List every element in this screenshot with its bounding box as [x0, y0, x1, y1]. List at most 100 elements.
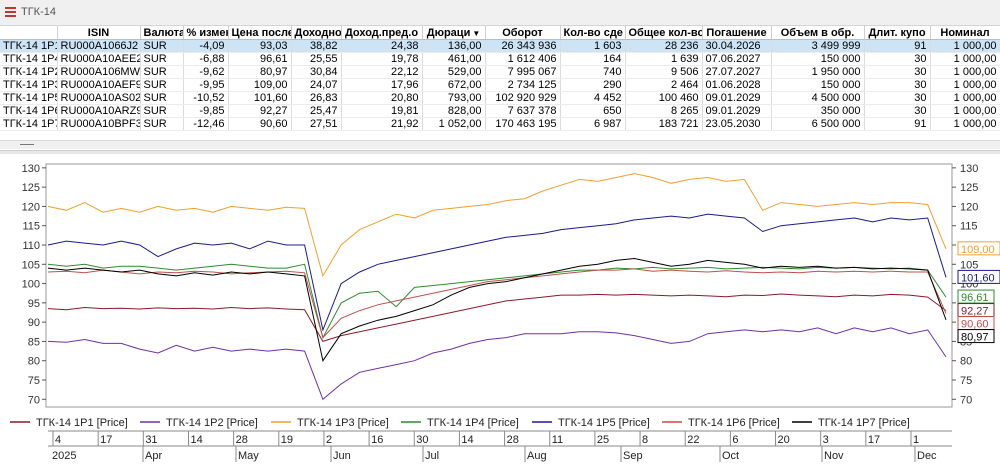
column-header[interactable]: Доходнос [291, 26, 342, 40]
table-row[interactable]: ТГК-14 1P6 RU000A10ARZ9 SUR -9,85 92,27 25,47… [0, 104, 1000, 118]
day-label: 28 [236, 434, 248, 446]
table-cell: 20,80 [341, 91, 423, 105]
legend-item[interactable]: ТГК-14 1P7 [Price] [818, 417, 910, 429]
table-cell: 96,61 [228, 52, 292, 66]
table-cell: -6,88 [183, 52, 229, 66]
column-header-label: Цена после [231, 26, 291, 39]
value-label: 96,61 [961, 292, 989, 304]
table-cell: 24,38 [341, 39, 423, 53]
column-header[interactable]: ISIN [57, 26, 141, 40]
table-cell: 672,00 [422, 78, 486, 92]
table-cell: 27,51 [291, 117, 342, 131]
month-label: Sep [623, 450, 643, 462]
y-axis-left: 70 75 80 85 90 95 100 105 110 115 120 125 130 [22, 163, 46, 406]
table-cell: 136,00 [422, 39, 486, 53]
y-tick-label: 115 [22, 221, 40, 233]
series-line[interactable] [47, 213, 947, 332]
table-cell: -10,52 [183, 91, 229, 105]
y-tick-label: 120 [22, 201, 40, 213]
table-cell: 1 603 [560, 39, 626, 53]
table-cell: 19,81 [341, 104, 423, 118]
table-row[interactable]: ТГК-14 1P3 RU000A10AEF9 SUR -9,95 109,00 24,0… [0, 78, 1000, 92]
pane-splitter[interactable] [0, 150, 1000, 154]
series-line[interactable] [47, 257, 947, 362]
column-header-label: Оборот [502, 26, 543, 39]
table-cell: -9,85 [183, 104, 229, 118]
table-cell: 164 [560, 52, 626, 66]
month-label: Aug [527, 450, 547, 462]
month-label: Nov [824, 450, 844, 462]
table-cell: SUR [140, 117, 184, 131]
column-header-label: Доходнос [294, 26, 341, 39]
table-cell: 09.01.2029 [702, 104, 772, 118]
y-tick-label: 115 [960, 221, 978, 233]
day-label: 16 [371, 434, 383, 446]
table-cell: 22,12 [341, 65, 423, 79]
table-cell: 80,97 [228, 65, 292, 79]
series-line[interactable] [47, 327, 947, 401]
series-line[interactable] [47, 293, 947, 342]
table-cell: 30,84 [291, 65, 342, 79]
table-cell: RU000A106MW0 [57, 65, 141, 79]
table-cell: 19,78 [341, 52, 423, 66]
column-header[interactable]: Доход.пред.о [341, 26, 423, 40]
list-icon[interactable] [5, 7, 16, 18]
table-cell: 461,00 [422, 52, 486, 66]
table-row[interactable]: ТГК-14 1P2 RU000A106MW0 SUR -9,62 80,97 30,84… [0, 65, 1000, 79]
table-cell: 4 500 000 [771, 91, 865, 105]
legend-item[interactable]: ТГК-14 1P3 [Price] [297, 417, 389, 429]
column-header-label: Валюта [143, 26, 183, 39]
series-line[interactable] [47, 263, 947, 339]
legend-item[interactable]: ТГК-14 1P2 [Price] [166, 417, 258, 429]
table-row[interactable]: ТГК-14 1P1 RU000A1066J2 SUR -4,09 93,03 38,82… [0, 39, 1000, 53]
y-tick-label: 70 [28, 394, 40, 406]
column-header[interactable]: Оборот [485, 26, 561, 40]
table-cell: 01.06.2028 [702, 78, 772, 92]
collapse-handle[interactable] [20, 144, 34, 145]
table-cell: 9 506 [625, 65, 703, 79]
legend-item[interactable]: ТГК-14 1P4 [Price] [427, 417, 519, 429]
table-cell: 17,96 [341, 78, 423, 92]
table-cell: 2 734 125 [485, 78, 561, 92]
column-header[interactable]: Цена после [228, 26, 292, 40]
column-header[interactable]: Объем в обр. [771, 26, 865, 40]
table-row[interactable]: ТГК-14 1P7 RU000A10BPF3 SUR -12,46 90,60 27,5… [0, 117, 1000, 131]
table-cell: 8 265 [625, 104, 703, 118]
column-header[interactable]: Номинал [930, 26, 1000, 40]
table-cell: -9,62 [183, 65, 229, 79]
column-header[interactable]: Общее кол-во [625, 26, 703, 40]
column-header[interactable]: Кол-во сде [560, 26, 626, 40]
sort-desc-icon[interactable]: ▼ [472, 28, 481, 38]
legend-item[interactable]: ТГК-14 1P6 [Price] [688, 417, 780, 429]
column-header-label: Общее кол-во [628, 26, 702, 39]
table-row[interactable]: ТГК-14 1P4 RU000A10AEE2 SUR -6,88 96,61 25,55… [0, 52, 1000, 66]
legend-item[interactable]: ТГК-14 1P1 [Price] [36, 417, 128, 429]
table-footer [0, 140, 1000, 149]
legend-item[interactable]: ТГК-14 1P5 [Price] [558, 417, 650, 429]
y-tick-label: 70 [960, 394, 972, 406]
column-header[interactable]: Дюраци ▼ [422, 26, 486, 40]
table-cell: 170 463 195 [485, 117, 561, 131]
table-cell: 1 000,00 [930, 39, 1000, 53]
column-header-label: % измен [186, 26, 228, 39]
series-line[interactable] [47, 268, 947, 339]
series-line[interactable] [47, 173, 947, 278]
table-cell: RU000A10AS02 [57, 91, 141, 105]
column-header[interactable]: Валюта [140, 26, 184, 40]
column-header[interactable]: Длит. купо [864, 26, 931, 40]
table-cell: 30 [864, 104, 931, 118]
column-header[interactable]: % измен [183, 26, 229, 40]
row-name: ТГК-14 1P2 [0, 65, 58, 79]
y-tick-label: 75 [960, 375, 972, 387]
table-cell: 30 [864, 78, 931, 92]
table-cell: 101,60 [228, 91, 292, 105]
chart-legend: ТГК-14 1P1 [Price] ТГК-14 1P2 [Price] ТГК-… [10, 417, 910, 429]
column-header[interactable]: Погашение [702, 26, 772, 40]
table-cell: 3 499 999 [771, 39, 865, 53]
table-cell: 150 000 [771, 52, 865, 66]
table-cell: SUR [140, 104, 184, 118]
day-label: 11 [552, 434, 563, 446]
table-row[interactable]: ТГК-14 1P5 RU000A10AS02 SUR -10,52 101,60 26,… [0, 91, 1000, 105]
